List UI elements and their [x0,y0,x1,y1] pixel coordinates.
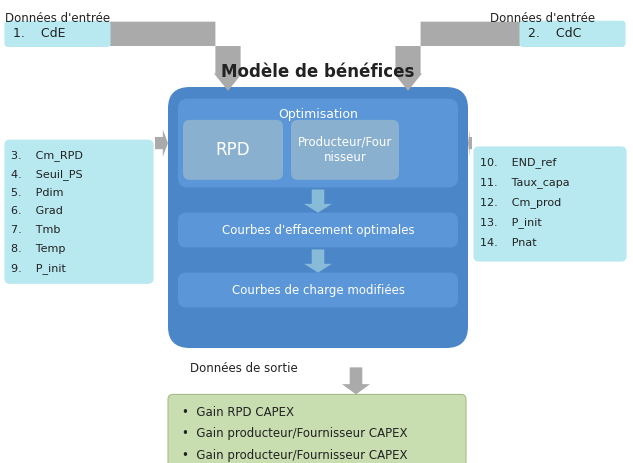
Text: Modèle de bénéfices: Modèle de bénéfices [222,63,415,81]
Text: Données d'entrée: Données d'entrée [5,12,110,25]
Text: 2.    CdC: 2. CdC [528,27,581,40]
Text: •  Gain RPD CAPEX: • Gain RPD CAPEX [182,406,294,419]
Text: Courbes de charge modifiées: Courbes de charge modifiées [232,283,404,296]
Text: Données de sortie: Données de sortie [191,362,298,375]
Polygon shape [304,189,332,213]
Polygon shape [155,130,168,156]
FancyBboxPatch shape [5,21,110,46]
Polygon shape [468,130,472,156]
Text: 9.    P_init: 9. P_init [11,263,66,274]
Polygon shape [394,22,520,91]
Text: 1.    CdE: 1. CdE [13,27,65,40]
Text: 14.    Pnat: 14. Pnat [480,238,537,248]
Text: 10.    END_ref: 10. END_ref [480,156,556,168]
Text: Optimisation: Optimisation [278,108,358,121]
FancyBboxPatch shape [474,147,626,261]
Text: 4.    Seuil_PS: 4. Seuil_PS [11,169,83,180]
Text: •  Gain producteur/Fournisseur CAPEX: • Gain producteur/Fournisseur CAPEX [182,449,408,462]
Text: 3.    Cm_RPD: 3. Cm_RPD [11,150,83,161]
FancyBboxPatch shape [291,120,399,180]
Text: 12.    Cm_prod: 12. Cm_prod [480,197,561,208]
Text: Producteur/Four
nisseur: Producteur/Four nisseur [298,136,392,164]
FancyBboxPatch shape [168,87,468,348]
Text: 5.    Pdim: 5. Pdim [11,188,63,198]
Polygon shape [304,250,332,273]
FancyBboxPatch shape [178,273,458,307]
Text: 6.    Grad: 6. Grad [11,206,63,216]
FancyBboxPatch shape [178,213,458,248]
FancyBboxPatch shape [178,99,458,188]
Text: 11.    Taux_capa: 11. Taux_capa [480,177,570,188]
Polygon shape [110,22,242,91]
Text: RPD: RPD [216,141,250,159]
Text: Courbes d'effacement optimales: Courbes d'effacement optimales [222,224,415,237]
Text: 8.    Temp: 8. Temp [11,244,65,254]
FancyBboxPatch shape [168,394,466,463]
Text: 7.    Tmb: 7. Tmb [11,225,60,235]
FancyBboxPatch shape [5,140,153,283]
Text: Données d'entrée: Données d'entrée [490,12,595,25]
FancyBboxPatch shape [183,120,283,180]
Text: •  Gain producteur/Fournisseur CAPEX: • Gain producteur/Fournisseur CAPEX [182,427,408,440]
Text: 13.    P_init: 13. P_init [480,218,542,228]
FancyBboxPatch shape [520,21,625,46]
Polygon shape [342,367,370,394]
